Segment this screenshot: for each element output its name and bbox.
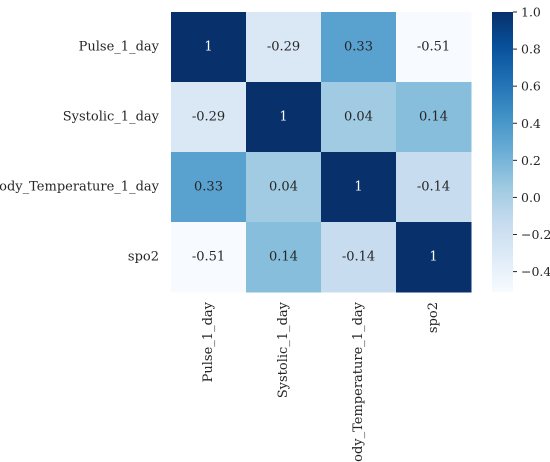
heatmap-cells: [171, 12, 472, 293]
heatmap-cell: [246, 82, 322, 153]
y-tick-label: Systolic_1_day: [63, 110, 160, 125]
heatmap-cell-label: 0.14: [269, 250, 298, 265]
heatmap-cell: [396, 152, 472, 223]
colorbar-tick-label: 0.6: [521, 79, 541, 94]
colorbar-tick-label: 0.8: [521, 42, 541, 57]
heatmap-cell-label: -0.29: [192, 110, 225, 125]
y-tick-label: Body_Temperature_1_day: [0, 180, 160, 195]
heatmap-cell: [396, 222, 472, 293]
heatmap-cell: [321, 152, 397, 223]
heatmap-cell: [321, 12, 397, 83]
heatmap-cell-label: -0.51: [417, 40, 450, 55]
heatmap-cell-label: 1: [204, 40, 212, 55]
colorbar-tick-label: −0.2: [521, 227, 550, 242]
heatmap-cell: [171, 12, 247, 83]
heatmap-cell: [171, 152, 247, 223]
heatmap-cell: [321, 222, 397, 293]
heatmap-cell: [321, 82, 397, 153]
x-tick-labels: Pulse_1_day Systolic_1_day Body_Temperatur…: [201, 301, 441, 462]
y-tick-labels: Pulse_1_day Systolic_1_day Body_Temperatur…: [0, 40, 160, 265]
heatmap-cell-label: 1: [354, 180, 362, 195]
heatmap-cell: [171, 222, 247, 293]
heatmap-cell: [246, 152, 322, 223]
x-tick-label: spo2: [426, 302, 441, 333]
y-tick-label: Pulse_1_day: [79, 40, 160, 55]
colorbar-tick-label: 0.2: [521, 153, 541, 168]
colorbar-gradient: [492, 12, 513, 292]
heatmap-cell-label: -0.14: [417, 180, 450, 195]
heatmap-cell-label: 1: [429, 250, 437, 265]
colorbar: 1.0 0.8 0.6 0.4 0.2 0.0 −0.2 −0.4: [492, 5, 550, 292]
heatmap-cell-label: 0.14: [419, 110, 448, 125]
heatmap-cell-label: -0.14: [342, 250, 375, 265]
heatmap-cell-label: 1: [279, 110, 287, 125]
heatmap-cell: [171, 82, 247, 153]
heatmap-cell-label: 0.33: [194, 180, 223, 195]
x-tick-label: Body_Temperature_1_day: [351, 301, 366, 462]
heatmap-cell: [396, 82, 472, 153]
colorbar-tick-label: −0.4: [521, 264, 550, 279]
heatmap-cell-label: -0.29: [267, 40, 300, 55]
y-tick-label: spo2: [128, 250, 159, 265]
heatmap-cell-label: -0.51: [192, 250, 225, 265]
heatmap-cell-labels: 1 -0.29 0.33 -0.51 -0.29 1 0.04 0.14 0.33 0.04 1 -0…: [192, 40, 450, 265]
colorbar-tick-label: 1.0: [521, 5, 541, 20]
colorbar-tick-label: 0.4: [521, 116, 541, 131]
heatmap-cell: [246, 12, 322, 83]
colorbar-tick-label: 0.0: [521, 190, 541, 205]
heatmap-cell: [396, 12, 472, 83]
heatmap-cell: [246, 222, 322, 293]
x-tick-label: Systolic_1_day: [276, 301, 291, 398]
heatmap-cell-label: 0.33: [344, 40, 373, 55]
heatmap-cell-label: 0.04: [344, 110, 373, 125]
heatmap-cell-label: 0.04: [269, 180, 298, 195]
x-tick-label: Pulse_1_day: [201, 301, 216, 382]
